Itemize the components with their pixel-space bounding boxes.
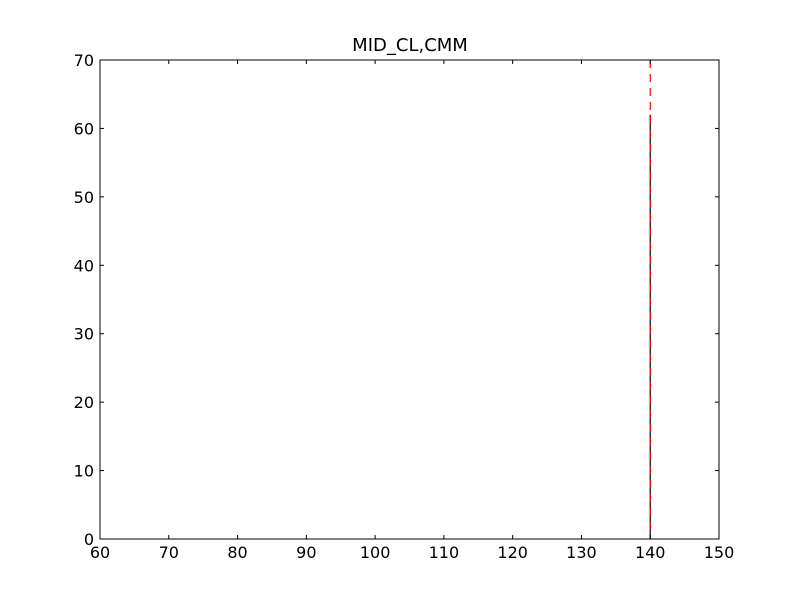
axis-ticks xyxy=(99,59,720,540)
y-tick-label-6: 60 xyxy=(74,119,94,138)
x-tick-label-9: 150 xyxy=(704,543,735,562)
y-tick-label-1: 10 xyxy=(74,462,94,481)
x-tick-label-7: 130 xyxy=(566,543,597,562)
y-tick-labels: 0 10 20 30 40 50 60 70 xyxy=(74,51,94,549)
x-tick-label-4: 100 xyxy=(360,543,391,562)
x-tick-labels: 60 70 80 90 100 110 120 130 140 150 xyxy=(90,543,734,562)
y-tick-label-0: 0 xyxy=(84,530,94,549)
x-tick-label-6: 120 xyxy=(497,543,528,562)
chart-title: MID_CL,CMM xyxy=(352,35,468,56)
y-tick-label-7: 70 xyxy=(74,51,94,70)
x-tick-label-1: 70 xyxy=(159,543,179,562)
y-tick-label-2: 20 xyxy=(74,393,94,412)
x-tick-label-3: 90 xyxy=(296,543,316,562)
axes-frame xyxy=(99,59,720,540)
x-tick-label-0: 60 xyxy=(90,543,110,562)
x-tick-label-5: 110 xyxy=(429,543,460,562)
y-tick-label-4: 40 xyxy=(74,256,94,275)
y-tick-label-5: 50 xyxy=(74,188,94,207)
y-tick-label-3: 30 xyxy=(74,325,94,344)
x-tick-label-2: 80 xyxy=(227,543,247,562)
x-tick-label-8: 140 xyxy=(635,543,666,562)
